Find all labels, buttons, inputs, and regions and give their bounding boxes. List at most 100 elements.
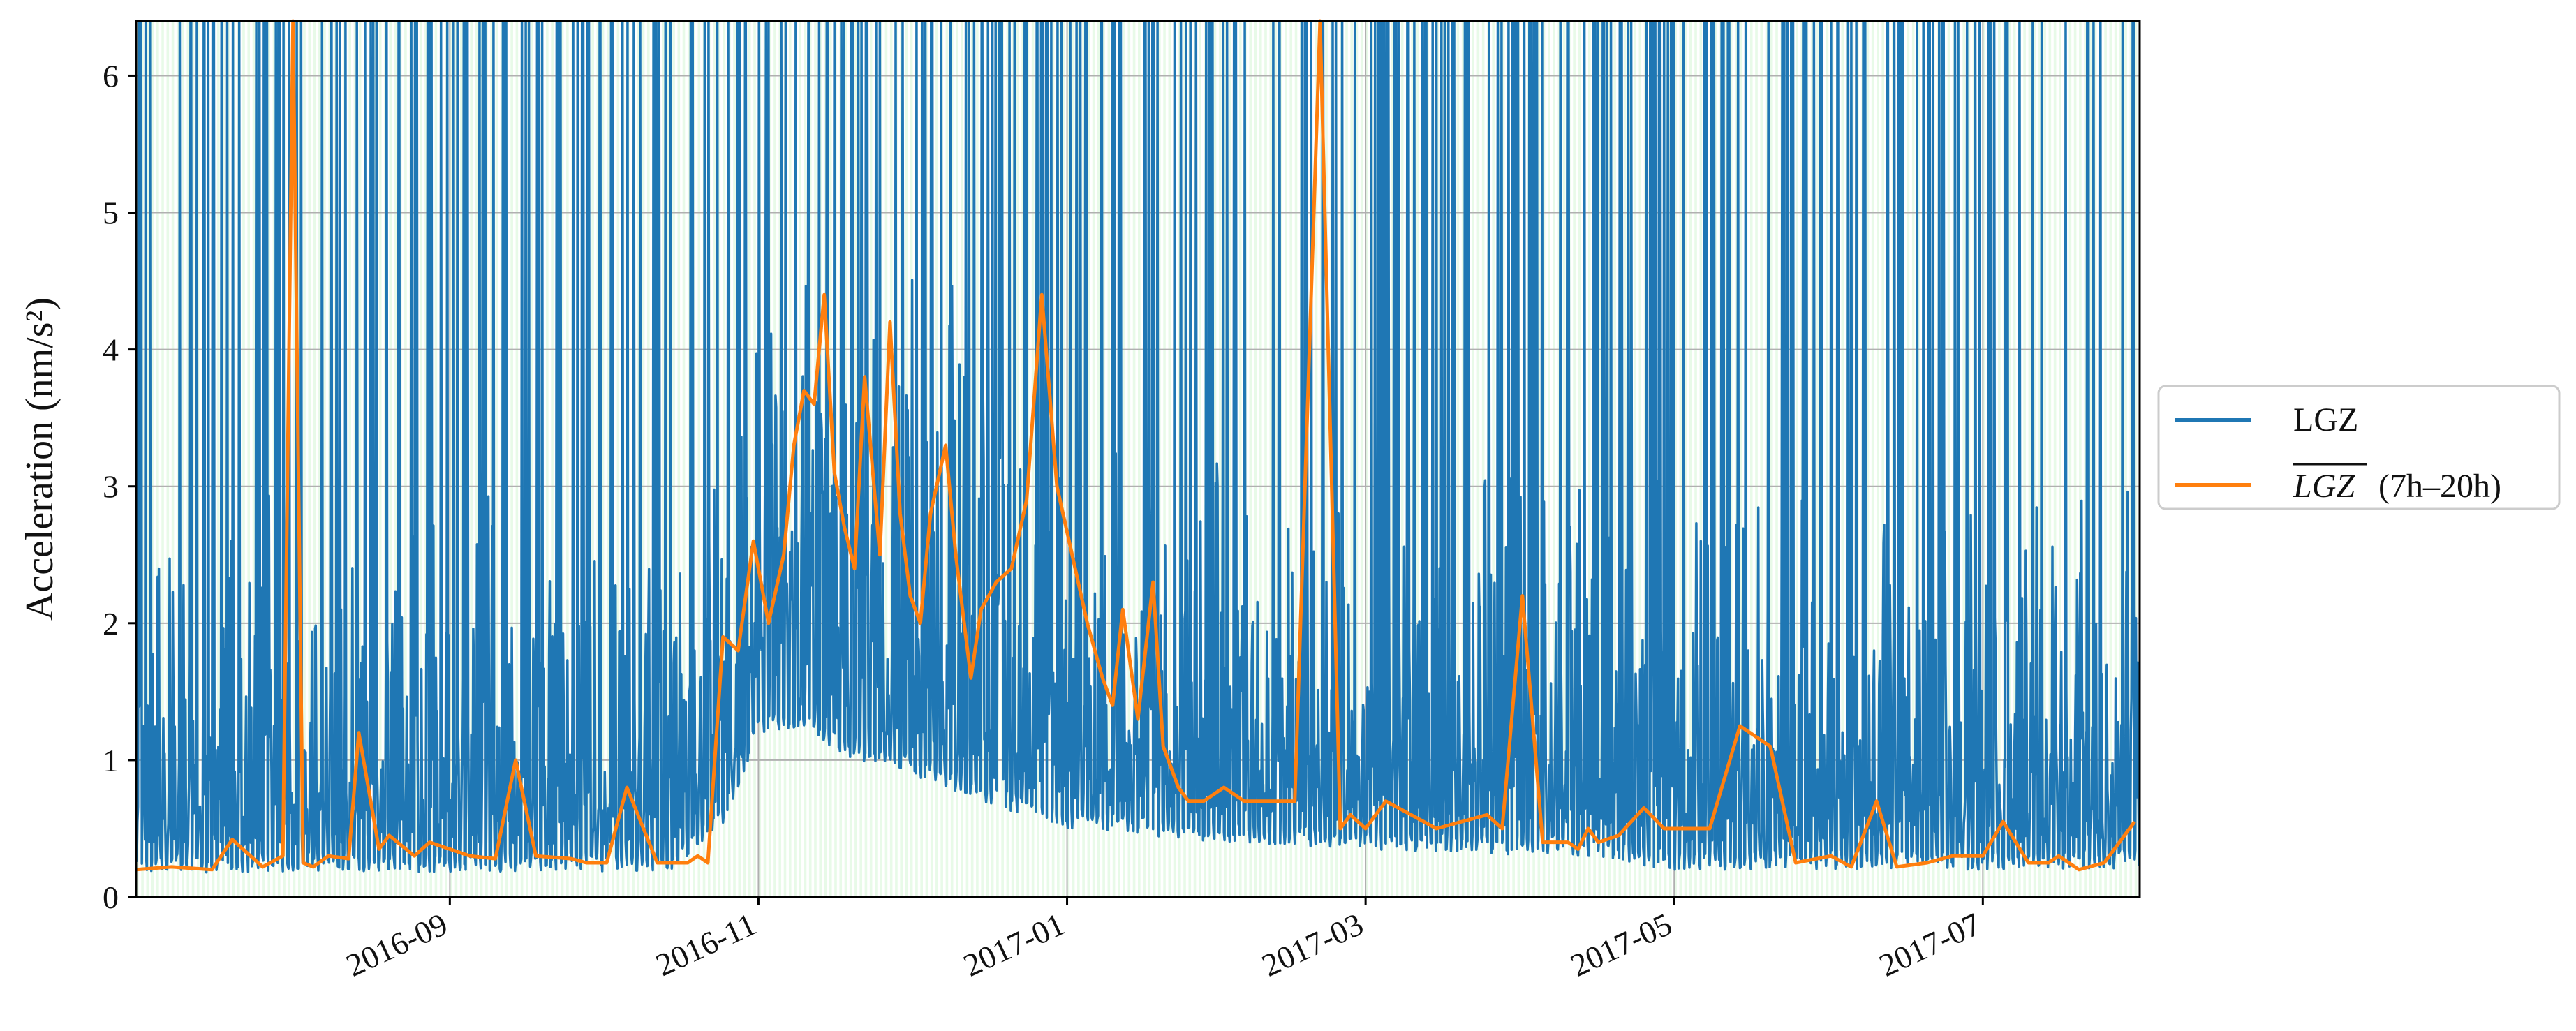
day-band bbox=[1476, 21, 1480, 897]
day-band bbox=[475, 21, 478, 897]
day-band bbox=[1816, 21, 1819, 897]
legend: LGZ LGZ (7h–20h) bbox=[2157, 385, 2561, 510]
day-band bbox=[470, 21, 473, 897]
day-band bbox=[1548, 21, 1550, 897]
day-band bbox=[1907, 21, 1910, 897]
day-band bbox=[1461, 21, 1465, 897]
day-band bbox=[1866, 21, 1870, 897]
day-band bbox=[450, 21, 452, 897]
day-band bbox=[1684, 21, 1687, 897]
day-band bbox=[733, 21, 736, 897]
day-band bbox=[1694, 21, 1697, 897]
day-band bbox=[646, 21, 650, 897]
day-band bbox=[1537, 21, 1541, 897]
day-band bbox=[216, 21, 220, 897]
day-band bbox=[2048, 21, 2052, 897]
day-band bbox=[1998, 21, 2001, 897]
day-band bbox=[1810, 21, 1814, 897]
day-band bbox=[1699, 21, 1703, 897]
day-band bbox=[1274, 21, 1278, 897]
day-band bbox=[1749, 21, 1753, 897]
day-band bbox=[829, 21, 832, 897]
day-band bbox=[2109, 21, 2112, 897]
day-band bbox=[434, 21, 438, 897]
day-band bbox=[1775, 21, 1778, 897]
day-band bbox=[1092, 21, 1095, 897]
y-tick-label: 2 bbox=[103, 606, 119, 641]
day-band bbox=[2094, 21, 2097, 897]
day-band bbox=[2104, 21, 2107, 897]
day-band bbox=[1502, 21, 1505, 897]
day-band bbox=[1481, 21, 1485, 897]
day-band bbox=[1082, 21, 1085, 897]
day-band bbox=[1123, 21, 1125, 897]
day-band bbox=[1623, 21, 1627, 897]
day-band bbox=[424, 21, 427, 897]
day-band bbox=[1492, 21, 1495, 897]
day-band bbox=[2119, 21, 2122, 897]
day-band bbox=[151, 21, 154, 897]
x-axis: 2016-09 2016-11 2017-01 2017-03 2017-05 2017-… bbox=[341, 897, 1986, 984]
day-band bbox=[1411, 21, 1414, 897]
day-band bbox=[662, 21, 665, 897]
day-band bbox=[996, 21, 999, 897]
day-band bbox=[1249, 21, 1252, 897]
day-band bbox=[394, 21, 397, 897]
day-band bbox=[753, 21, 756, 897]
day-band bbox=[459, 21, 463, 897]
day-band bbox=[1127, 21, 1131, 897]
day-band bbox=[677, 21, 681, 897]
day-band bbox=[1456, 21, 1460, 897]
day-band bbox=[247, 21, 251, 897]
day-band bbox=[1715, 21, 1717, 897]
day-band bbox=[1724, 21, 1728, 897]
day-band bbox=[308, 21, 311, 897]
day-band bbox=[667, 21, 670, 897]
day-band bbox=[303, 21, 306, 897]
day-band bbox=[166, 21, 170, 897]
day-band bbox=[1472, 21, 1474, 897]
day-band bbox=[1294, 21, 1298, 897]
day-band bbox=[191, 21, 195, 897]
y-axis: 0 1 2 3 4 5 6 bbox=[103, 58, 136, 915]
x-tick-label: 2016-11 bbox=[651, 906, 762, 983]
lgz-daytime-line bbox=[135, 19, 2136, 872]
day-band bbox=[1102, 21, 1105, 897]
day-band bbox=[1289, 21, 1293, 897]
x-tick-label: 2017-07 bbox=[1874, 906, 1986, 984]
day-band bbox=[1213, 21, 1217, 897]
day-band bbox=[1729, 21, 1733, 897]
day-band bbox=[551, 21, 554, 897]
day-band bbox=[1542, 21, 1546, 897]
day-band bbox=[1755, 21, 1758, 897]
day-band bbox=[490, 21, 493, 897]
day-band bbox=[566, 21, 569, 897]
day-band bbox=[531, 21, 533, 897]
day-band bbox=[1345, 21, 1348, 897]
day-band bbox=[1350, 21, 1354, 897]
day-band bbox=[1416, 21, 1419, 897]
legend-box bbox=[2157, 385, 2561, 510]
day-band bbox=[1947, 21, 1950, 897]
day-band bbox=[1871, 21, 1874, 897]
day-band bbox=[1254, 21, 1257, 897]
day-band bbox=[2114, 21, 2117, 897]
day-band bbox=[313, 21, 316, 897]
day-band bbox=[419, 21, 422, 897]
day-band bbox=[1325, 21, 1328, 897]
day-band bbox=[1578, 21, 1581, 897]
day-band bbox=[404, 21, 407, 897]
day-band bbox=[1962, 21, 1965, 897]
day-band bbox=[1765, 21, 1768, 897]
day-band bbox=[1796, 21, 1798, 897]
day-band bbox=[1355, 21, 1359, 897]
day-band bbox=[1031, 21, 1035, 897]
day-band bbox=[723, 21, 726, 897]
day-band bbox=[1911, 21, 1915, 897]
day-band bbox=[1198, 21, 1201, 897]
day-band bbox=[242, 21, 245, 897]
day-band bbox=[1881, 21, 1885, 897]
x-tick-label: 2017-03 bbox=[1257, 906, 1369, 984]
day-band bbox=[1360, 21, 1363, 897]
day-band bbox=[182, 21, 184, 897]
